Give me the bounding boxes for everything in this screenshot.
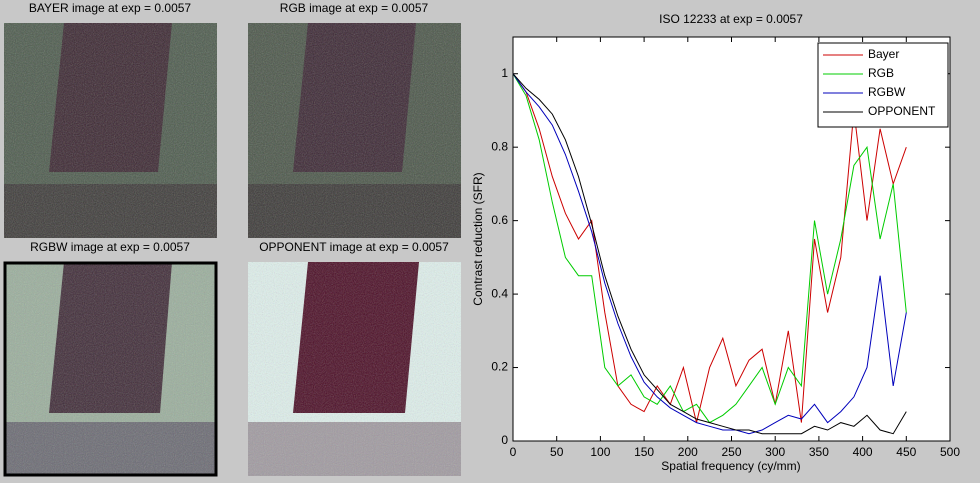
x-tick-label: 150 [634, 445, 654, 459]
legend-label: RGBW [868, 85, 906, 99]
x-tick-label: 400 [853, 445, 873, 459]
image-title: RGB image at exp = 0.0057 [280, 1, 429, 15]
chart-title: ISO 12233 at exp = 0.0057 [659, 12, 803, 26]
y-tick-label: 0.4 [491, 286, 508, 300]
legend-label: OPPONENT [868, 104, 936, 118]
image-title: RGBW image at exp = 0.0057 [30, 240, 190, 254]
x-tick-label: 0 [510, 445, 517, 459]
image-panel: RGBW image at exp = 0.0057 [3, 240, 218, 477]
image-panel: OPPONENT image at exp = 0.0057 [248, 240, 461, 476]
series-line [512, 73, 907, 435]
image-panel: RGB image at exp = 0.0057 [248, 1, 461, 238]
x-tick-label: 100 [590, 445, 610, 459]
x-tick-label: 50 [550, 445, 564, 459]
x-tick-label: 350 [809, 445, 829, 459]
x-tick-label: 300 [765, 445, 785, 459]
legend-box [817, 42, 949, 128]
x-tick-label: 500 [940, 445, 960, 459]
x-axis-label: Spatial frequency (cy/mm) [661, 459, 800, 473]
y-tick-label: 1 [501, 66, 508, 80]
y-tick-label: 0 [501, 433, 508, 447]
y-tick-label: 0.2 [491, 360, 508, 374]
y-axis-label: Contrast reduction (SFR) [471, 172, 485, 305]
series-line [512, 73, 907, 423]
x-tick-label: 450 [896, 445, 916, 459]
image-title: OPPONENT image at exp = 0.0057 [259, 240, 449, 254]
image-title: BAYER image at exp = 0.0057 [29, 1, 192, 15]
x-tick-label: 200 [678, 445, 698, 459]
x-tick-label: 250 [721, 445, 741, 459]
image-panel: BAYER image at exp = 0.0057 [4, 1, 217, 238]
y-tick-label: 0.6 [491, 213, 508, 227]
legend-label: RGB [868, 66, 894, 80]
y-tick-label: 0.8 [491, 139, 508, 153]
legend-label: Bayer [868, 47, 899, 61]
series-line [512, 73, 907, 435]
